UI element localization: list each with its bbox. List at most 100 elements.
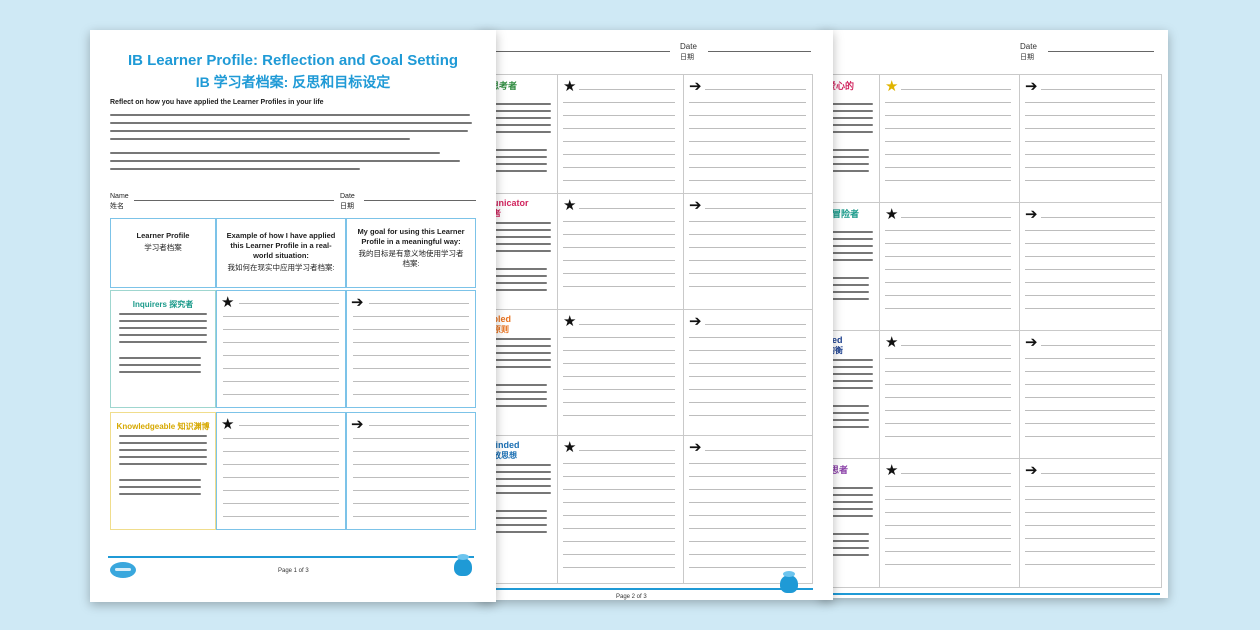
writing-line (1025, 551, 1155, 552)
writing-line (563, 128, 675, 129)
writing-line (689, 247, 806, 248)
writing-line (353, 368, 469, 369)
illegible-text-line (483, 517, 547, 519)
illegible-text-line (119, 486, 201, 488)
writing-line (563, 102, 675, 103)
illegible-text-line (825, 124, 873, 126)
writing-line (353, 342, 469, 343)
date-label-zh: 日期 (340, 203, 354, 210)
writing-line (1025, 128, 1155, 129)
goal-cell[interactable]: ➔ (346, 412, 476, 530)
name-label-zh: 姓名 (110, 203, 124, 210)
writing-line (689, 180, 806, 181)
writing-line (353, 355, 469, 356)
writing-line (563, 167, 675, 168)
writing-line (689, 154, 806, 155)
writing-line (563, 402, 675, 403)
writing-line (901, 345, 1011, 346)
worksheet-page-2: Date 日期 er 思考者 ★ ➔ municator流者 ★ ➔ ciple… (478, 30, 833, 600)
illegible-text-line (483, 170, 547, 172)
writing-line (563, 528, 675, 529)
illegible-text-line (483, 531, 547, 533)
writing-line (563, 286, 675, 287)
writing-line (563, 489, 675, 490)
page-title-zh: IB 学习者档案: 反思和目标设定 (195, 74, 391, 90)
example-cell[interactable]: ★ (216, 290, 346, 408)
attribute-row: er 冒险者 ★ ➔ (821, 202, 1161, 331)
illegible-text-line (483, 222, 551, 224)
illegible-text-line (825, 554, 869, 556)
header-goal: My goal for using this Learner Profile i… (346, 218, 476, 288)
name-line (490, 51, 670, 52)
illegible-text-line (119, 327, 207, 329)
illegible-text-line (483, 485, 551, 487)
illegible-text-line (483, 250, 551, 252)
writing-line (353, 490, 469, 491)
writing-line (689, 402, 806, 403)
writing-line (353, 477, 469, 478)
writing-line (1025, 282, 1155, 283)
writing-line (885, 423, 1011, 424)
star-icon: ★ (221, 294, 235, 311)
illegible-text-line (483, 464, 551, 466)
writing-line (885, 128, 1011, 129)
illegible-text-line (825, 508, 873, 510)
footer-rule (820, 593, 1160, 595)
worksheet-page-1: IB Learner Profile: Reflection and Goal … (90, 30, 496, 602)
writing-line (563, 363, 675, 364)
attribute-title: Knowledgeable 知识渊博 (116, 422, 210, 431)
illegible-text-line (825, 419, 869, 421)
writing-line (1025, 525, 1155, 526)
illegible-text-line (825, 117, 873, 119)
writing-line (563, 463, 675, 464)
illegible-text-line (119, 364, 201, 366)
writing-line (563, 415, 675, 416)
writing-line (885, 384, 1011, 385)
arrow-right-icon: ➔ (689, 197, 702, 214)
date-row: Date 日期 (820, 42, 1168, 66)
name-date-row: Name 姓名 Date 日期 (110, 192, 476, 216)
page-number: Page 1 of 3 (278, 568, 309, 574)
illegible-text-line (483, 384, 547, 386)
writing-line (885, 141, 1011, 142)
example-cell[interactable]: ★ (216, 412, 346, 530)
writing-line (689, 502, 806, 503)
writing-line (1025, 486, 1155, 487)
writing-line (885, 551, 1011, 552)
attribute-row: ced 均衡 ★ ➔ (821, 330, 1161, 459)
illegible-text-line (119, 320, 207, 322)
illegible-text-line (483, 478, 551, 480)
writing-line (885, 180, 1011, 181)
writing-line (353, 381, 469, 382)
date-line (364, 200, 476, 201)
illegible-text-line (825, 259, 873, 261)
illegible-text-line (825, 231, 873, 233)
writing-line (689, 476, 806, 477)
header-learner-profile: Learner Profile 学习者档案 (110, 218, 216, 288)
illegible-text-line (483, 282, 547, 284)
writing-line (689, 363, 806, 364)
writing-line (885, 499, 1011, 500)
star-icon: ★ (885, 334, 899, 351)
writing-line (1041, 345, 1155, 346)
writing-line (353, 503, 469, 504)
illegible-text-line (483, 492, 551, 494)
writing-line (223, 503, 339, 504)
attribute-title: 反思者 (821, 465, 849, 475)
writing-line (563, 350, 675, 351)
writing-line (353, 394, 469, 395)
writing-line (705, 324, 806, 325)
date-label-zh: 日期 (1020, 54, 1034, 61)
illegible-text-line (483, 366, 551, 368)
reflection-grid: 爱心的 ★ ➔ er 冒险者 ★ ➔ ced 均衡 ★ ➔ 反思者 ★ ➔ (820, 74, 1162, 588)
writing-line (1025, 423, 1155, 424)
attribute-row: 反思者 ★ ➔ (821, 458, 1161, 587)
writing-line (705, 89, 806, 90)
writing-line (579, 208, 675, 209)
writing-line (353, 316, 469, 317)
illegible-text-line (825, 149, 869, 151)
date-row: Date 日期 (478, 42, 833, 66)
illegible-text-line (825, 298, 869, 300)
goal-cell[interactable]: ➔ (346, 290, 476, 408)
attribute-cell-knowledgeable: Knowledgeable 知识渊博 (110, 412, 216, 530)
